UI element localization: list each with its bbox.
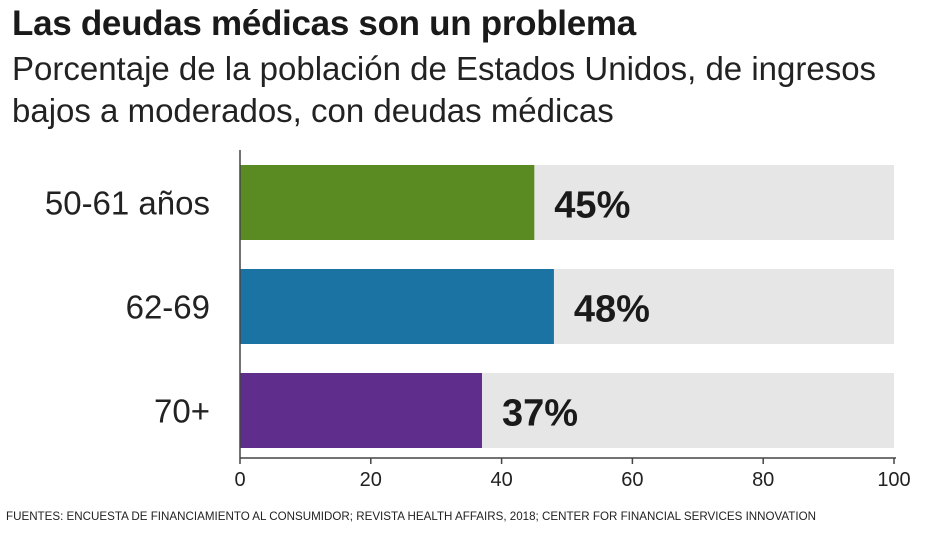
x-tick-label-20: 20 (360, 469, 382, 491)
x-tick-label-60: 60 (621, 469, 643, 491)
category-label-50-61-a-os: 50-61 años (45, 185, 210, 222)
bar-chart: 50-61 años 45% 62-69 48% 70+ 37% 0 20 40 60 80 100 (45, 150, 911, 491)
bar-50-61-a-os (240, 165, 535, 240)
bar-62-69 (240, 269, 554, 344)
x-tick-label-0: 0 (234, 469, 245, 491)
category-label-70: 70+ (154, 393, 210, 430)
x-tick-label-40: 40 (490, 469, 512, 491)
data-label-70: 37% (502, 393, 578, 435)
x-tick-label-100: 100 (877, 469, 910, 491)
chart-title: Las deudas médicas son un problema (12, 4, 636, 43)
data-label-50-61-a-os: 45% (554, 185, 630, 227)
category-label-62-69: 62-69 (126, 289, 210, 326)
chart-subtitle: Porcentaje de la población de Estados Un… (12, 50, 877, 129)
bar-70 (240, 373, 482, 448)
data-label-62-69: 48% (574, 289, 650, 331)
x-tick-label-80: 80 (752, 469, 774, 491)
source-note: FUENTES: ENCUESTA DE FINANCIAMIENTO AL C… (6, 510, 816, 523)
